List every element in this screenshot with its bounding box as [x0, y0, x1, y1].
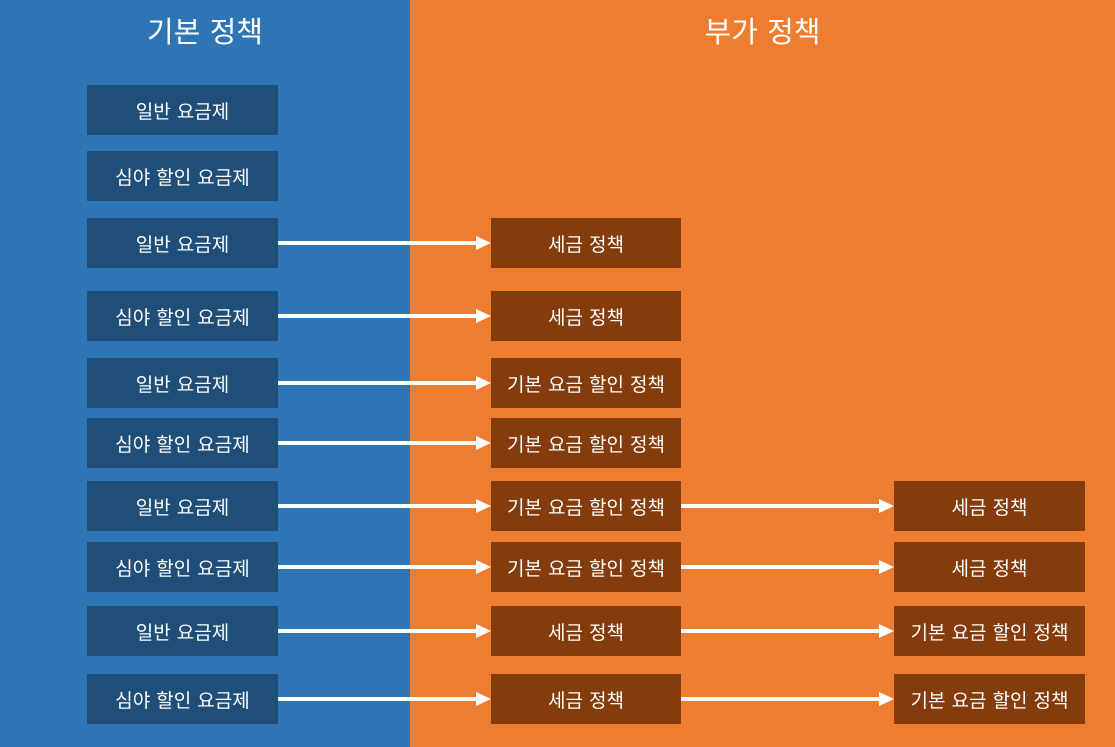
arrow-connector — [278, 624, 491, 638]
arrow-connector — [278, 236, 491, 250]
arrow-head — [476, 309, 491, 323]
arrow-head — [879, 624, 894, 638]
arrow-head — [879, 560, 894, 574]
arrow-connector — [278, 560, 491, 574]
arrow-head — [476, 692, 491, 706]
arrow-head — [476, 560, 491, 574]
arrow-connector — [278, 309, 491, 323]
second-addon-box: 세금 정책 — [894, 481, 1085, 531]
arrow-connector — [681, 624, 894, 638]
base-plan-box: 심야 할인 요금제 — [87, 151, 278, 201]
base-plan-box: 일반 요금제 — [87, 85, 278, 135]
base-plan-box: 심야 할인 요금제 — [87, 291, 278, 341]
first-addon-box: 기본 요금 할인 정책 — [491, 542, 681, 592]
second-addon-box: 기본 요금 할인 정책 — [894, 606, 1085, 656]
arrow-head — [879, 692, 894, 706]
first-addon-box: 기본 요금 할인 정책 — [491, 481, 681, 531]
second-addon-box: 세금 정책 — [894, 542, 1085, 592]
first-addon-box: 기본 요금 할인 정책 — [491, 358, 681, 408]
arrow-head — [476, 376, 491, 390]
arrow-connector — [278, 692, 491, 706]
arrow-connector — [681, 692, 894, 706]
base-plan-box: 일반 요금제 — [87, 218, 278, 268]
base-plan-box: 일반 요금제 — [87, 358, 278, 408]
arrow-head — [879, 499, 894, 513]
base-policy-heading: 기본 정책 — [147, 15, 263, 49]
base-plan-box: 일반 요금제 — [87, 481, 278, 531]
first-addon-box: 세금 정책 — [491, 291, 681, 341]
arrow-connector — [278, 436, 491, 450]
base-plan-box: 심야 할인 요금제 — [87, 418, 278, 468]
first-addon-box: 세금 정책 — [491, 218, 681, 268]
arrow-connector — [681, 560, 894, 574]
first-addon-box: 세금 정책 — [491, 606, 681, 656]
arrow-head — [476, 436, 491, 450]
base-plan-box: 심야 할인 요금제 — [87, 542, 278, 592]
arrow-connector — [278, 376, 491, 390]
arrow-connector — [681, 499, 894, 513]
base-plan-box: 일반 요금제 — [87, 606, 278, 656]
first-addon-box: 세금 정책 — [491, 674, 681, 724]
addon-policy-heading: 부가 정책 — [704, 15, 821, 49]
arrow-head — [476, 236, 491, 250]
arrow-head — [476, 624, 491, 638]
second-addon-box: 기본 요금 할인 정책 — [894, 674, 1085, 724]
base-plan-box: 심야 할인 요금제 — [87, 674, 278, 724]
arrow-head — [476, 499, 491, 513]
first-addon-box: 기본 요금 할인 정책 — [491, 418, 681, 468]
arrow-connector — [278, 499, 491, 513]
